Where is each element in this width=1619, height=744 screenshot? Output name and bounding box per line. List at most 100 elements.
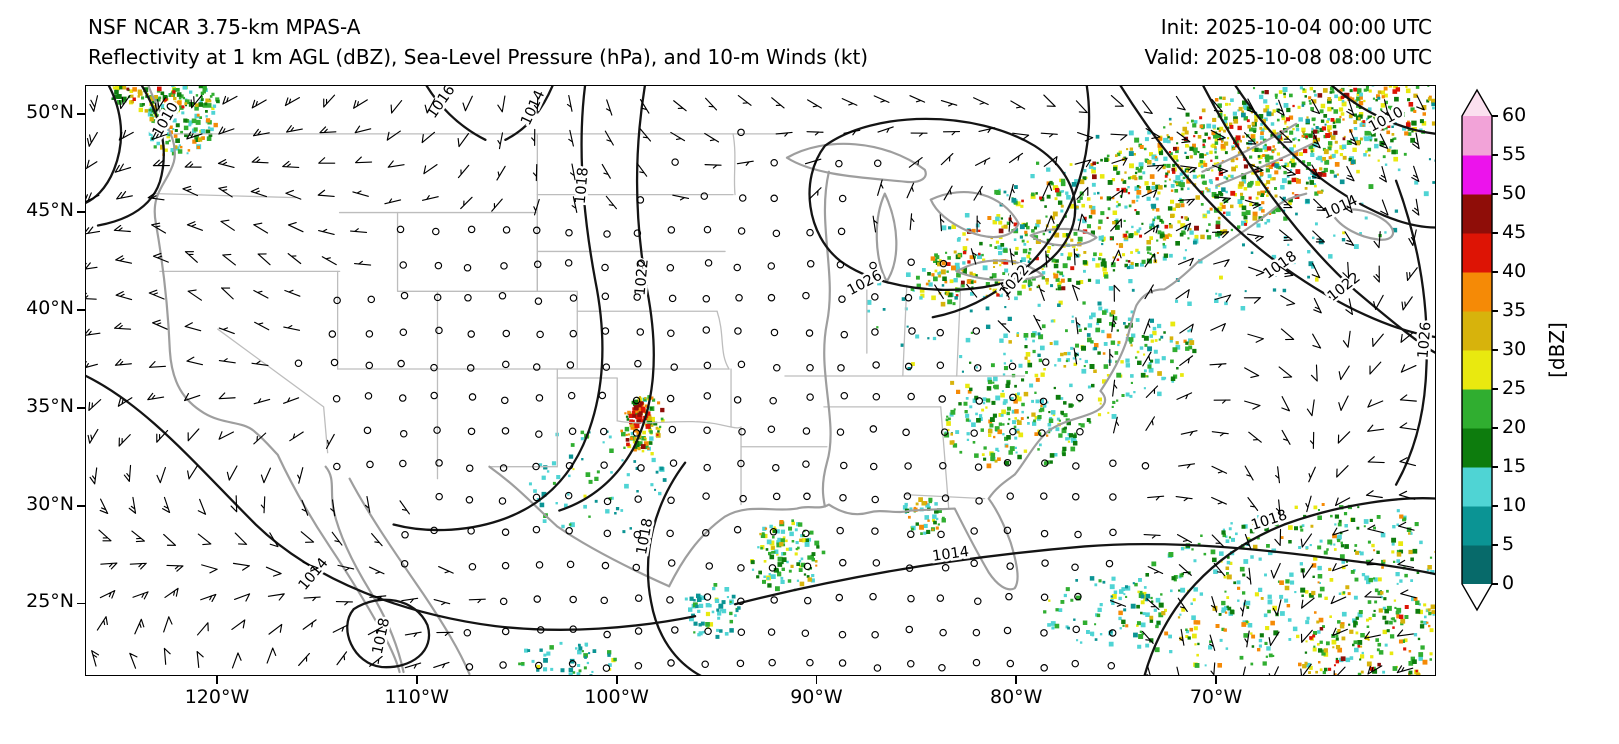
colorbar-tick-mark [1492,544,1498,546]
colorbar-tick-label: 15 [1502,455,1527,477]
x-tick-label: 100°W [584,686,649,708]
isobar-label: 1022 [1325,270,1364,305]
isobar-label: 1014 [931,544,970,565]
colorbar-segment [1462,389,1492,429]
colorbar-tick-label: 5 [1502,533,1515,555]
coastline [875,192,898,283]
reflectivity-shading [132,86,1432,675]
x-tick-label: 120°W [184,686,250,708]
isobar-contour [646,461,702,675]
colorbar-segment [1462,467,1492,507]
y-tick-label: 40°N [26,296,74,319]
isobar-contour [1143,497,1435,675]
colorbar-segment [1462,155,1492,195]
colorbar-tick-mark [1492,115,1498,117]
x-tick-mark [415,676,418,684]
colorbar-tick-mark [1492,154,1498,156]
colorbar-tick-mark [1492,271,1498,273]
state-border [217,328,329,454]
y-tick-label: 45°N [26,198,74,221]
isobar-contour [1394,179,1429,486]
isobar-label: 1014 [1320,193,1360,223]
isobar-label: 1022 [997,262,1033,300]
colorbar-tick-label: 20 [1502,416,1527,438]
state-border [556,377,618,422]
colorbar [1461,88,1493,612]
colorbar-tick-mark [1492,388,1498,390]
y-tick-mark [77,602,85,605]
reflectivity-shading [111,86,1430,675]
isobar-label: 1026 [1415,321,1434,359]
isobar-contour [1234,86,1435,229]
wind-barbs [86,94,1425,675]
map-plot-area: 1010 1016 1014 1018 1022 1026 1022 1018 1022 1026… [85,85,1436,676]
colorbar-label: [dBZ] [1545,322,1569,378]
coastline [1201,122,1314,187]
colorbar-tick-label: 10 [1502,494,1527,516]
colorbar-segment [1462,272,1492,312]
isobar-label: 1018 [370,616,393,655]
colorbar-segment [1462,116,1492,156]
coastline [821,170,832,508]
colorbar-segment [1462,506,1492,546]
isobar-contour [425,86,487,141]
colorbar-tick-mark [1492,310,1498,312]
colorbar-tick-label: 35 [1502,299,1527,321]
isobar-contour [86,374,697,631]
y-tick-mark [77,210,85,213]
isobar-label: 1014 [518,88,548,128]
y-tick-mark [77,308,85,311]
colorbar-tick-mark [1492,505,1498,507]
y-tick-label: 35°N [26,394,74,417]
state-border [536,290,578,370]
coastline [324,465,471,675]
coastline [668,192,1308,591]
figure-subtitle: Reflectivity at 1 km AGL (dBZ), Sea-Leve… [88,45,869,69]
y-tick-mark [77,113,85,115]
colorbar-tick-label: 30 [1502,338,1527,360]
isobar-contour [1119,86,1435,339]
state-border [396,211,538,292]
y-tick-label: 25°N [26,590,74,613]
x-tick-mark [1215,676,1217,684]
colorbar-tick-label: 45 [1502,221,1527,243]
state-border [716,133,736,370]
colorbar-tick-label: 0 [1502,572,1515,594]
isobar-contour [558,86,655,512]
colorbar-segment [1462,428,1492,468]
figure-header-right: Init: 2025-10-04 00:00 UTC Valid: 2025-1… [1144,12,1432,72]
state-border [904,493,986,500]
x-tick-label: 80°W [990,686,1043,708]
x-tick-mark [1015,676,1018,684]
x-tick-mark [815,676,818,684]
isobar-contour [808,117,1077,292]
coastline [1331,208,1395,241]
x-tick-label: 70°W [1189,686,1243,708]
colorbar-tick-label: 55 [1502,143,1527,165]
isobar-contour [504,86,554,141]
colorbar-segment [1462,194,1492,234]
colorbar-segment [1462,311,1492,351]
isobar-label: 1022 [633,258,652,296]
isobar-contour [96,86,165,227]
colorbar-segment [1462,233,1492,273]
colorbar-tick-mark [1492,349,1498,351]
isobar-contour [86,86,123,204]
isobar-contour [346,598,431,669]
y-tick-label: 50°N [26,101,74,124]
colorbar-tick-label: 25 [1502,377,1527,399]
colorbar-segment [1462,350,1492,390]
colorbar-tick-mark [1492,583,1498,585]
isobar-contour [392,86,604,532]
x-tick-label: 110°W [384,686,450,708]
y-tick-mark [77,504,85,507]
x-tick-mark [615,676,618,684]
valid-time-label: Valid: 2025-10-08 08:00 UTC [1144,45,1432,69]
isobar-label: 1026 [845,268,885,299]
figure-header-left: NSF NCAR 3.75-km MPAS-A Reflectivity at … [88,12,868,72]
colorbar-tick-mark [1492,193,1498,195]
isobar-label: 1018 [634,517,656,556]
y-tick-mark [77,406,85,409]
